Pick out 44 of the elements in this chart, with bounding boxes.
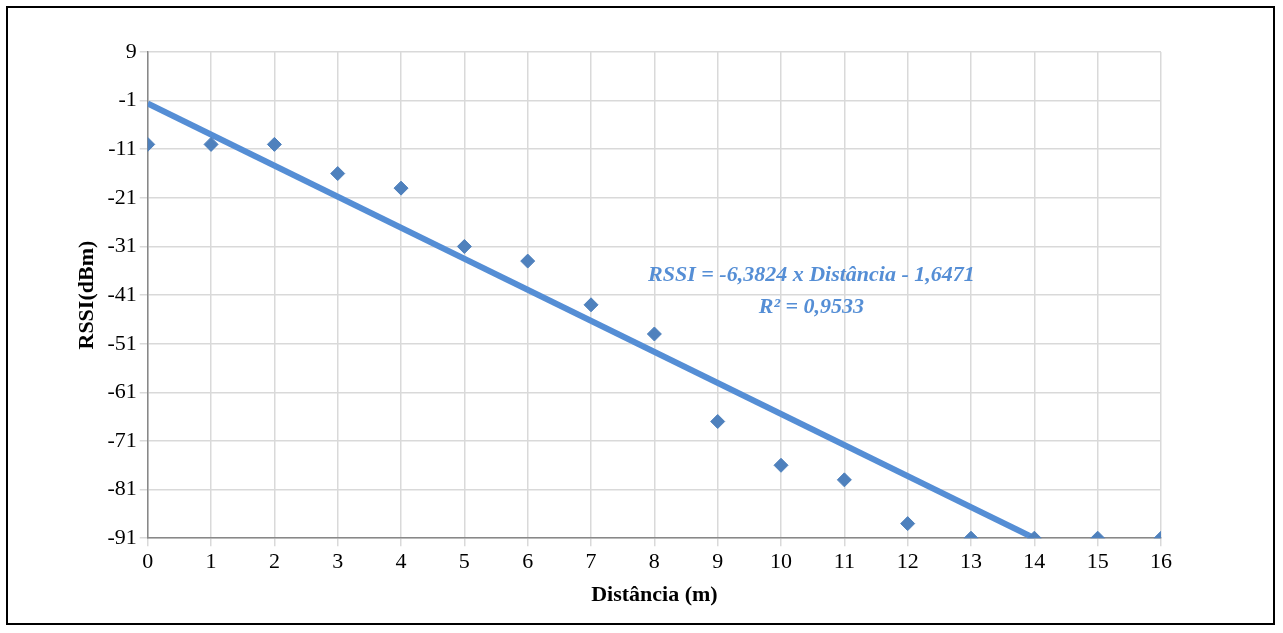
y-tick-label: -91 <box>107 523 137 549</box>
y-tick-label: -1 <box>118 86 137 112</box>
point <box>266 136 282 152</box>
x-tick-label: 13 <box>960 548 983 574</box>
point <box>836 472 852 488</box>
point <box>520 253 536 269</box>
x-tick-label: 16 <box>1150 548 1172 574</box>
y-tick-label: -41 <box>107 280 137 306</box>
point <box>710 414 726 430</box>
y-tick-label: -31 <box>107 232 137 258</box>
annotation: R² = 0,9533 <box>757 293 865 319</box>
point <box>900 516 916 532</box>
y-tick-label: -81 <box>107 475 137 501</box>
point <box>456 238 472 254</box>
point <box>583 297 599 313</box>
x-tick-label: 4 <box>395 548 407 574</box>
point <box>330 166 346 182</box>
x-tick-label: 7 <box>585 548 597 574</box>
annotation: RSSI = -6,3824 x Distância - 1,6471 <box>647 261 975 287</box>
x-tick-label: 6 <box>522 548 534 574</box>
point <box>393 180 409 196</box>
x-tick-label: 5 <box>458 548 470 574</box>
x-tick-label: 8 <box>648 548 660 574</box>
x-tick-label: 1 <box>205 548 217 574</box>
point <box>203 136 219 152</box>
y-tick-label: -11 <box>108 135 137 161</box>
x-tick-label: 0 <box>142 548 154 574</box>
y-axis-title: RSSI(dBm) <box>72 240 98 350</box>
x-tick-label: 2 <box>268 548 280 574</box>
x-axis-title: Distância (m) <box>591 581 718 607</box>
point <box>646 326 662 342</box>
x-tick-label: 11 <box>833 548 855 574</box>
x-tick-label: 15 <box>1086 548 1109 574</box>
x-tick-label: 12 <box>896 548 919 574</box>
x-tick-label: 9 <box>712 548 724 574</box>
y-tick-label: -61 <box>107 378 137 404</box>
x-tick-label: 14 <box>1023 548 1046 574</box>
x-tick-label: 3 <box>332 548 344 574</box>
x-tick-label: 10 <box>770 548 793 574</box>
y-tick-label: -51 <box>107 329 137 355</box>
y-tick-label: -21 <box>107 183 137 209</box>
y-tick-label: 9 <box>125 37 137 63</box>
y-tick-label: -71 <box>107 426 137 452</box>
point <box>773 457 789 473</box>
